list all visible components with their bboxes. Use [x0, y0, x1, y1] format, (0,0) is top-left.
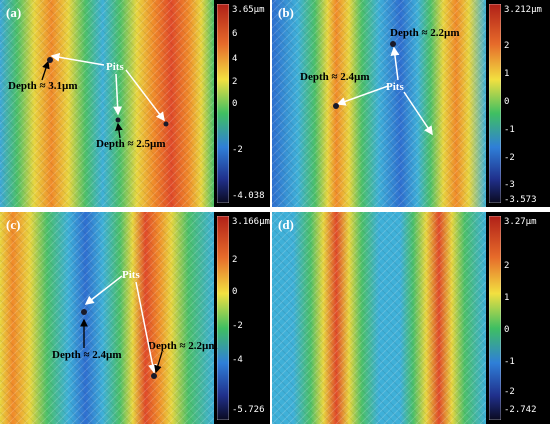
panel-c-pits-label: Pits [122, 269, 140, 281]
colorbar-b-top-label: 3.212µm [504, 5, 542, 15]
panel-b-image [272, 0, 486, 207]
panel-b-depth-label: Depth ≈ 2.2µm [390, 27, 460, 39]
panel-c-depth-label: Depth ≈ 2.4µm [52, 349, 122, 361]
colorbar-c-tick: 2 [232, 255, 238, 265]
colorbar-a-tick: 0 [232, 99, 238, 109]
colorbar-b [489, 4, 501, 203]
colorbar-c-tick: -4 [232, 355, 243, 365]
colorbar-d-top-label: 3.27µm [504, 217, 537, 227]
colorbar-c-top-label: 3.166µm [232, 217, 270, 227]
colorbar-d-tick: -2 [504, 387, 515, 397]
panel-d-image [272, 212, 486, 424]
colorbar-d [489, 216, 501, 420]
colorbar-b-bottom-label: -3.573 [504, 195, 537, 205]
colorbar-a-tick: 4 [232, 54, 238, 64]
panel-a-depth-label: Depth ≈ 3.1µm [8, 80, 78, 92]
panel-d-label: (d) [278, 217, 294, 232]
panel-a-image [0, 0, 214, 207]
colorbar-a-tick: 6 [232, 29, 238, 39]
colorbar-b-tick: -3 [504, 180, 515, 190]
colorbar-a-tick: -2 [232, 145, 243, 155]
colorbar-a-top-label: 3.65µm [232, 5, 265, 15]
colorbar-d-tick: 1 [504, 293, 510, 303]
colorbar-a-tick: 2 [232, 77, 238, 87]
colorbar-c-bottom-label: -5.726 [232, 405, 265, 415]
panel-a-label: (a) [6, 5, 22, 20]
colorbar-d-tick: 0 [504, 325, 510, 335]
panel-a-pits-label: Pits [106, 61, 124, 73]
colorbar-c-tick: 0 [232, 287, 238, 297]
colorbar-a-bottom-label: -4.038 [232, 191, 265, 201]
colorbar-d-tick: -1 [504, 357, 515, 367]
colorbar-b-tick: 0 [504, 97, 510, 107]
panel-b-depth-label: Depth ≈ 2.4µm [300, 71, 370, 83]
panel-b-pits-label: Pits [386, 81, 404, 93]
colorbar-d-bottom-label: -2.742 [504, 405, 537, 415]
panel-c-label: (c) [6, 217, 21, 232]
panel-b-label: (b) [278, 5, 294, 20]
colorbar-b-tick: 1 [504, 69, 510, 79]
colorbar-c-tick: -2 [232, 321, 243, 331]
colorbar-c [217, 216, 229, 420]
colorbar-b-tick: 2 [504, 41, 510, 51]
colorbar-a [217, 4, 229, 203]
panel-c-image [0, 212, 214, 424]
colorbar-b-tick: -1 [504, 125, 515, 135]
panel-a-depth-label: Depth ≈ 2.5µm [96, 138, 166, 150]
colorbar-d-tick: 2 [504, 261, 510, 271]
panel-c-depth-label: Depth ≈ 2.2µm [148, 340, 218, 352]
colorbar-b-tick: -2 [504, 153, 515, 163]
